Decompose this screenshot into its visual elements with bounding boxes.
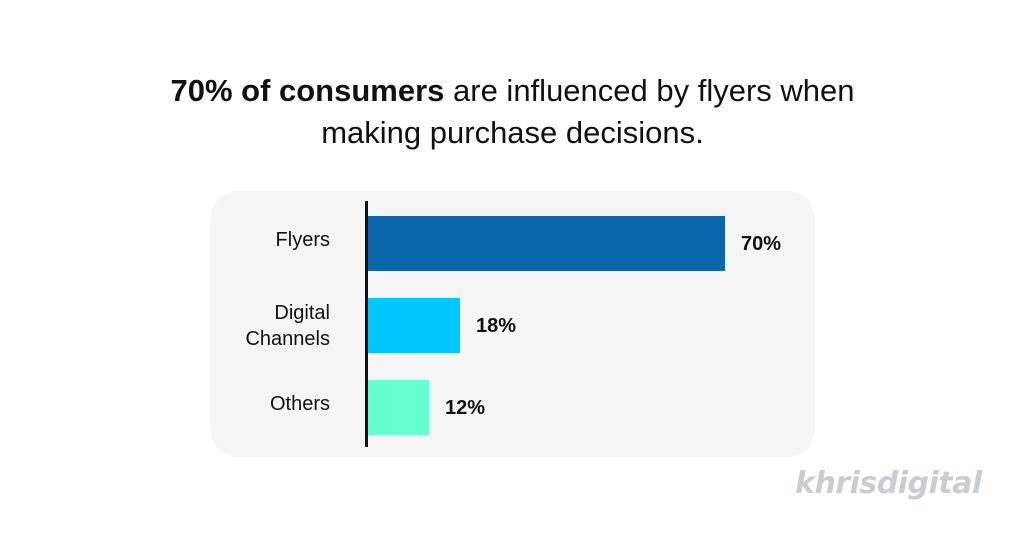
value-label-digital-channels: 18% <box>476 314 517 337</box>
value-label-flyers: 70% <box>741 232 782 255</box>
y-axis-line <box>365 201 368 447</box>
value-label-others: 12% <box>445 396 486 419</box>
category-label-flyers: Flyers <box>275 228 330 251</box>
bar-others <box>368 380 429 435</box>
category-label-digital-channels: Digital Channels <box>245 301 330 350</box>
bar-digital-channels <box>368 298 460 353</box>
brand-logo: khrisdigital <box>795 466 982 501</box>
title-rest-text: are influenced by flyers when <box>444 73 855 108</box>
chart-title: 70% of consumers are influenced by flyer… <box>0 70 1025 154</box>
category-label-others: Others <box>269 392 330 415</box>
title-bold-text: 70% of consumers <box>170 73 445 108</box>
title-line2-text: making purchase decisions. <box>321 115 704 150</box>
bar-flyers <box>368 216 725 271</box>
